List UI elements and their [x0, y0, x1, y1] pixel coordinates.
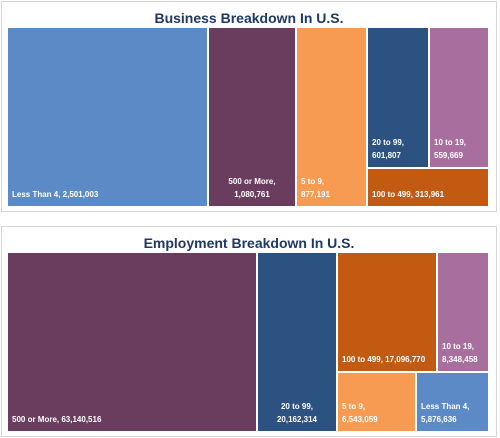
business-tile-500-or-more: 500 or More, 1,080,761 [209, 28, 297, 208]
employment-tile-500-or-more: 500 or More, 63,140,516 [8, 253, 258, 433]
employment-tile-10-to-19: 10 to 19, 8,348,458 [438, 253, 490, 373]
employment-tile-label-line: 8,348,458 [442, 355, 478, 364]
business-tile-label-line: 10 to 19, [434, 138, 467, 147]
employment-tile-label: 10 to 19, 8,348,458 [442, 340, 485, 366]
employment-treemap-plot: 500 or More, 63,140,516 20 to 99, 20,162,3… [8, 253, 490, 433]
business-tile-label: 100 to 499, 313,961 [372, 190, 445, 199]
business-tile-label: 5 to 9, 877,191 [301, 175, 363, 201]
business-tile-label: 500 or More, 1,080,761 [209, 175, 295, 201]
business-tile-label-line: 559,669 [434, 151, 463, 160]
business-tile-label-line: 20 to 99, [372, 138, 405, 147]
employment-tile-label: 5 to 9, 6,543,059 [342, 400, 412, 426]
business-tile-5-to-9: 5 to 9, 877,191 [297, 28, 368, 208]
business-tile-label-line: 877,191 [301, 190, 330, 199]
business-tile-100-to-499: 100 to 499, 313,961 [368, 169, 490, 208]
employment-tile-label-line: 20,162,314 [276, 415, 318, 424]
business-tile-label: 20 to 99, 601,807 [372, 136, 425, 162]
business-tile-less-than-4: Less Than 4, 2,501,003 [8, 28, 209, 208]
business-treemap-panel: Business Breakdown In U.S. Less Than 4, … [1, 1, 497, 212]
business-treemap-plot: Less Than 4, 2,501,003 500 or More, 1,080,… [8, 28, 490, 208]
business-tile-10-to-19: 10 to 19, 559,669 [430, 28, 490, 169]
business-tile-label: Less Than 4, 2,501,003 [12, 190, 99, 199]
employment-tile-20-to-99: 20 to 99, 20,162,314 [258, 253, 338, 433]
employment-chart-title: Employment Breakdown In U.S. [143, 235, 355, 251]
business-tile-label-line: 5 to 9, [301, 177, 325, 186]
employment-tile-5-to-9: 5 to 9, 6,543,059 [338, 373, 417, 433]
employment-tile-label-line: 20 to 99, [280, 402, 313, 411]
employment-tile-label: 20 to 99, 20,162,314 [258, 400, 336, 426]
business-tile-label-line: 1,080,761 [234, 190, 270, 199]
employment-tile-label: Less Than 4, 5,876,636 [421, 400, 485, 426]
employment-treemap-panel: Employment Breakdown In U.S. 500 or More… [1, 226, 497, 437]
employment-tile-label-line: 5,876,636 [421, 415, 457, 424]
employment-tile-label: 500 or More, 63,140,516 [12, 415, 102, 424]
employment-tile-label-line: 10 to 19, [442, 342, 475, 351]
business-tile-label: 10 to 19, 559,669 [434, 136, 485, 162]
employment-tile-100-to-499: 100 to 499, 17,096,770 [338, 253, 438, 373]
employment-tile-label: 100 to 499, 17,096,770 [342, 355, 426, 364]
business-tile-label-line: 500 or More, [228, 177, 276, 186]
business-tile-label-line: 601,807 [372, 151, 401, 160]
employment-tile-label-line: Less Than 4, [421, 402, 470, 411]
employment-tile-label-line: 6,543,059 [342, 415, 378, 424]
business-tile-20-to-99: 20 to 99, 601,807 [368, 28, 430, 169]
business-chart-title: Business Breakdown In U.S. [154, 10, 344, 26]
employment-tile-label-line: 5 to 9, [342, 402, 366, 411]
employment-tile-less-than-4: Less Than 4, 5,876,636 [417, 373, 490, 433]
